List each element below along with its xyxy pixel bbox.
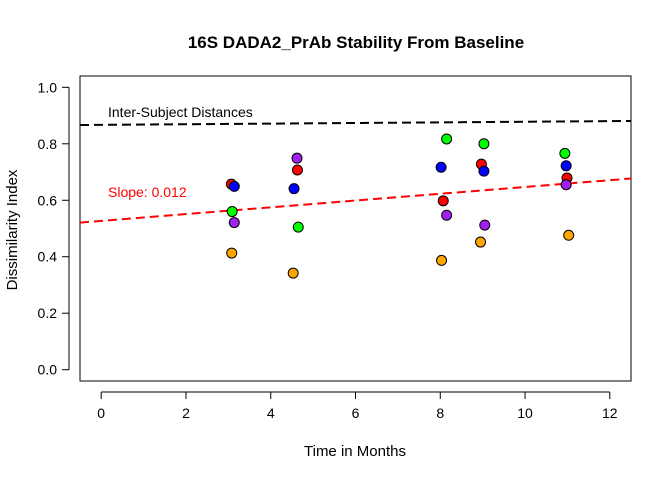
x-tick-label: 2: [182, 405, 190, 421]
y-tick-label: 1.0: [38, 79, 58, 95]
x-tick-label: 8: [436, 405, 444, 421]
data-point: [437, 195, 449, 207]
chart-title: 16S DADA2_PrAb Stability From Baseline: [188, 33, 524, 52]
y-tick-label: 0.6: [38, 192, 58, 208]
data-point: [287, 267, 299, 279]
reference-lines: [79, 119, 632, 224]
data-point: [560, 160, 572, 172]
data-point: [475, 236, 487, 248]
data-point: [226, 206, 238, 218]
data-point: [441, 209, 453, 221]
data-point: [288, 183, 300, 195]
x-tick-label: 0: [97, 405, 105, 421]
y-tick-label: 0.8: [38, 136, 58, 152]
x-axis: 0 2 4 6 8 10 12: [97, 391, 618, 421]
x-tick-label: 12: [602, 405, 618, 421]
data-point: [478, 138, 490, 150]
data-point: [560, 179, 572, 191]
x-axis-title: Time in Months: [304, 443, 406, 460]
x-tick-label: 4: [267, 405, 275, 421]
plot-frame: [79, 75, 632, 382]
y-tick-label: 0.2: [38, 305, 58, 321]
y-tick-label: 0.0: [38, 362, 58, 378]
x-tick-label: 10: [517, 405, 533, 421]
inter-subject-label: Inter-Subject Distances: [108, 104, 253, 120]
inter-subject-line: [79, 119, 632, 127]
data-point: [436, 254, 448, 266]
x-tick-label: 6: [352, 405, 360, 421]
data-point: [291, 152, 303, 164]
data-point: [563, 229, 575, 241]
data-point: [292, 221, 304, 233]
data-point: [435, 161, 447, 173]
y-tick-label: 0.4: [38, 249, 58, 265]
y-axis: 0.0 0.2 0.4 0.6 0.8 1.0: [38, 79, 70, 378]
data-point: [228, 180, 240, 192]
slope-label: Slope: 0.012: [108, 184, 187, 200]
data-point: [559, 147, 571, 159]
data-point: [228, 217, 240, 229]
data-point: [441, 133, 453, 145]
data-point: [478, 165, 490, 177]
data-point: [479, 219, 491, 231]
trend-line: [79, 177, 632, 224]
data-point: [226, 247, 238, 259]
y-axis-title: Dissimilarity Index: [4, 169, 21, 290]
data-point: [291, 164, 303, 176]
data-points: [225, 133, 575, 279]
